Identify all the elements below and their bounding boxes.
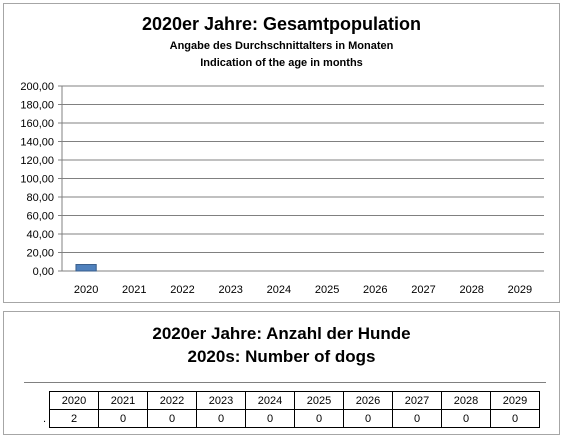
year-header-2021: 2021 bbox=[98, 391, 148, 410]
x-tick-label: 2022 bbox=[170, 284, 194, 296]
year-header-2026: 2026 bbox=[343, 391, 393, 410]
count-cell-2027: 0 bbox=[392, 409, 442, 428]
year-header-2028: 2028 bbox=[441, 391, 491, 410]
row-label: . bbox=[42, 412, 46, 425]
chart-subtitle-english: Indication of the age in months bbox=[200, 57, 363, 69]
bar-2020 bbox=[75, 264, 97, 272]
table-divider bbox=[24, 382, 546, 383]
count-cell-2020: 2 bbox=[49, 409, 99, 428]
y-tick-label: 40,00 bbox=[26, 229, 54, 241]
count-cell-2026: 0 bbox=[343, 409, 393, 428]
count-cell-2023: 0 bbox=[196, 409, 246, 428]
bar-chart: 0,00 20,00 40,00 60,00 80,00 100,00 120,00 140,… bbox=[20, 81, 544, 296]
year-header-2023: 2023 bbox=[196, 391, 246, 410]
header-corner bbox=[24, 392, 50, 410]
x-tick-label: 2023 bbox=[218, 284, 242, 296]
y-tick-label: 200,00 bbox=[20, 81, 54, 93]
count-cell-2029: 0 bbox=[490, 409, 540, 428]
x-tick-label: 2029 bbox=[508, 284, 532, 296]
chart-title: 2020er Jahre: Gesamtpopulation bbox=[141, 14, 422, 34]
count-cell-2021: 0 bbox=[98, 409, 148, 428]
year-header-2025: 2025 bbox=[294, 391, 344, 410]
chart-panel: 2020er Jahre: Gesamtpopulation Angabe de… bbox=[3, 3, 560, 303]
count-cell-2025: 0 bbox=[294, 409, 344, 428]
y-tick-label: 80,00 bbox=[26, 192, 54, 204]
chart-subtitle-german: Angabe des Durchschnittalters in Monaten bbox=[169, 40, 394, 52]
table-panel: 2020er Jahre: Anzahl der Hunde 2020s: Nu… bbox=[3, 311, 560, 435]
x-tick-label: 2020 bbox=[74, 284, 98, 296]
count-cell-2028: 0 bbox=[441, 409, 491, 428]
year-header-2027: 2027 bbox=[392, 391, 442, 410]
table-title-english: 2020s: Number of dogs bbox=[187, 347, 376, 366]
dog-count-table: 2020 2021 2022 2023 2024 2025 2026 2027 2028 2029… bbox=[24, 391, 540, 428]
year-header-2022: 2022 bbox=[147, 391, 197, 410]
y-tick-label: 0,00 bbox=[33, 266, 54, 278]
y-tick-label: 180,00 bbox=[20, 100, 54, 112]
y-tick-label: 120,00 bbox=[20, 155, 54, 167]
x-tick-label: 2025 bbox=[315, 284, 339, 296]
y-tick-label: 20,00 bbox=[26, 248, 54, 260]
table-header-row: 2020 2021 2022 2023 2024 2025 2026 2027 2028 2029 bbox=[24, 391, 540, 410]
year-header-2024: 2024 bbox=[245, 391, 295, 410]
y-tick-label: 160,00 bbox=[20, 118, 54, 130]
x-tick-label: 2027 bbox=[411, 284, 435, 296]
y-tick-label: 100,00 bbox=[20, 174, 54, 186]
year-header-2020: 2020 bbox=[49, 391, 99, 410]
y-tick-label: 140,00 bbox=[20, 137, 54, 149]
table-title-german: 2020er Jahre: Anzahl der Hunde bbox=[152, 324, 411, 343]
count-cell-2022: 0 bbox=[147, 409, 197, 428]
y-tick-label: 60,00 bbox=[26, 211, 54, 223]
x-tick-label: 2024 bbox=[267, 284, 291, 296]
year-header-2029: 2029 bbox=[490, 391, 540, 410]
count-cell-2024: 0 bbox=[245, 409, 295, 428]
x-tick-label: 2028 bbox=[459, 284, 483, 296]
x-tick-label: 2021 bbox=[122, 284, 146, 296]
x-tick-label: 2026 bbox=[363, 284, 387, 296]
